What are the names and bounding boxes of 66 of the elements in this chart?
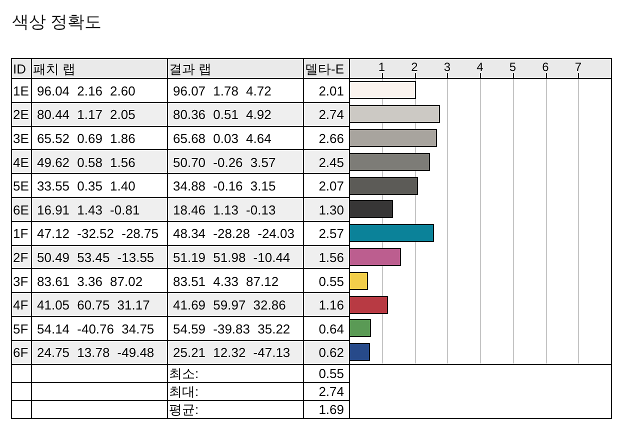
table-cell: 50.70 -0.26 3.57	[173, 154, 276, 170]
data-label: 0.64	[318, 321, 344, 336]
data-label: 1.30	[318, 202, 344, 218]
y-tick-label: 4E	[13, 154, 29, 170]
table-cell: 24.75 13.78 -49.48	[37, 345, 154, 360]
table-cell: 83.51 4.33 87.12	[173, 274, 279, 289]
table-cell: 18.46 1.13 -0.13	[173, 202, 276, 218]
table-cell: 최소:	[169, 366, 199, 382]
table-cell: 평균:	[169, 402, 199, 418]
table-cell: 34.88 -0.16 3.15	[173, 178, 276, 194]
table-cell: 33.55 0.35 1.40	[37, 178, 136, 194]
x-tick-label: 1	[378, 60, 386, 74]
x-tick-label: 6	[542, 60, 549, 74]
y-tick-label: 3F	[13, 274, 28, 289]
table-cell: 51.19 51.98 -10.44	[173, 250, 290, 265]
table-cell: 65.68 0.03 4.64	[173, 131, 272, 146]
table-cell: 49.62 0.58 1.56	[37, 154, 136, 170]
table-cell: 80.36 0.51 4.92	[173, 107, 272, 122]
table-cell: 65.52 0.69 1.86	[37, 131, 136, 146]
x-tick-label: 2	[411, 60, 418, 74]
y-tick-label: 5E	[13, 178, 29, 194]
x-tick-label: 3	[444, 60, 451, 74]
table-cell: 16.91 1.43 -0.81	[37, 202, 140, 218]
data-label: 2.45	[318, 154, 344, 170]
column-header: 패치 랩	[33, 62, 76, 76]
x-tick-label: 4	[476, 60, 484, 74]
table-cell: 54.14 -40.76 34.75	[37, 321, 154, 336]
y-tick-label: 1F	[13, 226, 28, 242]
data-label: 2.01	[318, 83, 344, 98]
data-label: 1.56	[318, 250, 344, 265]
table-cell: 83.61 3.36 87.02	[37, 274, 143, 289]
table-cell: 1.69	[318, 402, 344, 418]
table-cell: 25.21 12.32 -47.13	[173, 345, 290, 360]
y-axis-title: ID	[13, 62, 26, 76]
table-cell: 48.34 -28.28 -24.03	[173, 226, 294, 242]
title: 색상 정확도	[12, 12, 102, 32]
data-label: 2.07	[318, 178, 344, 194]
y-tick-label: 6E	[13, 202, 29, 218]
x-axis-title: 델타-E	[305, 62, 344, 76]
x-tick-label: 7	[574, 60, 582, 74]
data-label: 0.62	[318, 345, 344, 360]
table-cell: 41.05 60.75 31.17	[37, 298, 150, 313]
y-tick-label: 2F	[13, 250, 28, 265]
data-label: 0.55	[318, 274, 344, 289]
table-cell: 2.74	[318, 384, 344, 400]
data-label: 1.16	[318, 298, 344, 313]
y-tick-label: 2E	[13, 107, 29, 122]
table-cell: 54.59 -39.83 35.22	[173, 321, 290, 336]
y-tick-label: 5F	[13, 321, 28, 336]
data-label: 2.66	[318, 131, 344, 146]
y-tick-label: 6F	[13, 345, 28, 360]
table-cell: 96.07 1.78 4.72	[173, 83, 272, 98]
y-tick-label: 3E	[13, 131, 29, 146]
table-cell: 최대:	[169, 384, 199, 400]
table-cell: 0.55	[318, 366, 344, 382]
table-cell: 47.12 -32.52 -28.75	[37, 226, 158, 242]
table-cell: 80.44 1.17 2.05	[37, 107, 136, 122]
y-tick-label: 1E	[13, 83, 29, 98]
data-label: 2.74	[318, 107, 344, 122]
y-tick-label: 4F	[13, 298, 28, 313]
column-header: 결과 랩	[169, 62, 212, 76]
table-cell: 96.04 2.16 2.60	[37, 83, 136, 98]
table-cell: 41.69 59.97 32.86	[173, 298, 286, 313]
x-tick-label: 5	[509, 60, 516, 74]
data-label: 2.57	[318, 226, 344, 242]
table-cell: 50.49 53.45 -13.55	[37, 250, 154, 265]
